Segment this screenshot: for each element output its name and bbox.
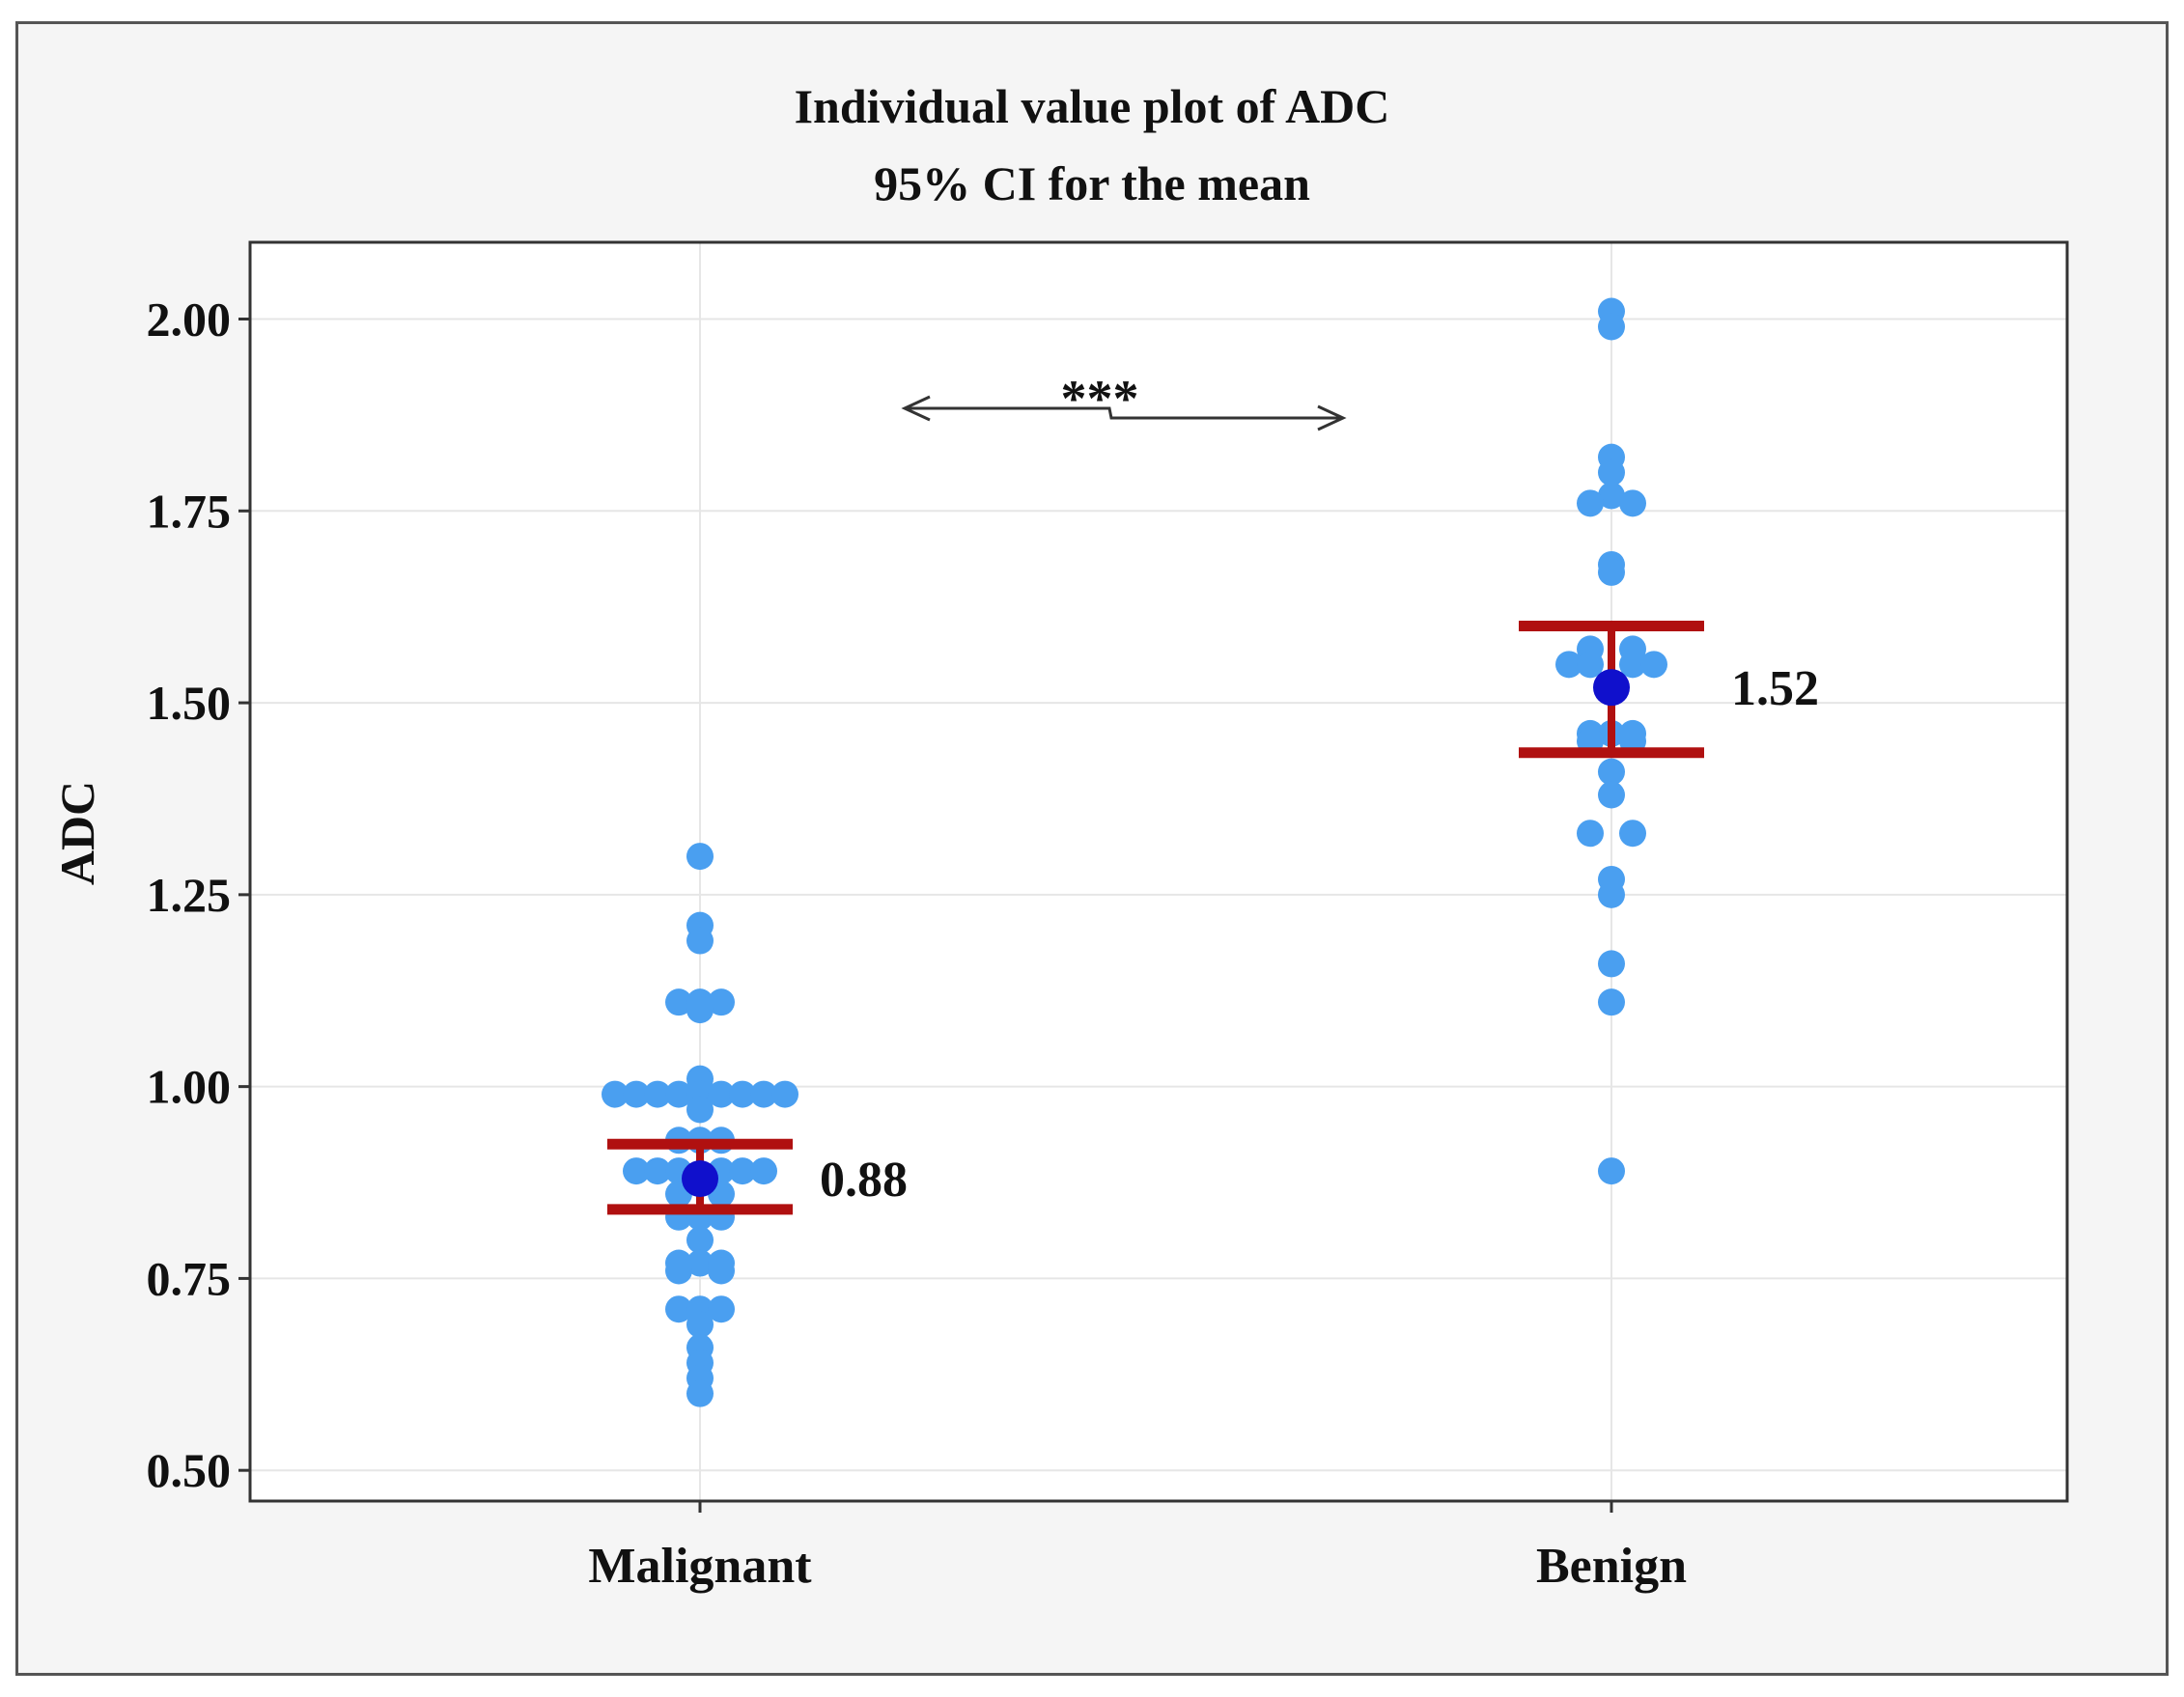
y-tick-label: 2.00: [147, 292, 232, 347]
data-point: [665, 1080, 692, 1108]
y-tick-label: 1.25: [147, 868, 232, 922]
data-point: [729, 1080, 756, 1108]
data-point: [708, 988, 735, 1016]
data-point: [686, 1226, 714, 1254]
chart-subtitle: 95% CI for the mean: [874, 156, 1310, 210]
data-point: [729, 1157, 756, 1185]
y-tick-label: 0.50: [147, 1443, 232, 1497]
data-point: [686, 843, 714, 871]
data-point: [1619, 820, 1646, 848]
y-tick-label: 0.75: [147, 1251, 232, 1305]
significance-label: ***: [1061, 370, 1139, 428]
data-point: [686, 1096, 714, 1124]
data-point: [602, 1080, 629, 1108]
data-point: [771, 1080, 798, 1108]
adc-individual-value-plot: Individual value plot of ADC 95% CI for …: [50, 79, 2069, 1594]
data-point: [686, 927, 714, 955]
data-point: [1598, 781, 1625, 809]
data-point: [1598, 1157, 1625, 1185]
data-point: [644, 1080, 671, 1108]
data-point: [686, 1249, 714, 1277]
data-point: [1640, 651, 1667, 679]
chart-title: Individual value plot of ADC: [795, 79, 1390, 133]
data-point: [1598, 459, 1625, 487]
significance-arrowhead-left: [901, 395, 931, 422]
mean-value-label: 0.88: [820, 1153, 908, 1208]
data-point: [665, 1257, 692, 1285]
data-point: [750, 1157, 777, 1185]
data-point: [665, 1295, 692, 1323]
data-point: [686, 1379, 714, 1407]
data-point: [1598, 482, 1625, 510]
data-point: [686, 996, 714, 1024]
data-point: [1598, 313, 1625, 341]
data-point: [1619, 489, 1646, 517]
data-point: [1598, 558, 1625, 586]
x-tick-label: Malignant: [588, 1539, 812, 1594]
mean-value-label: 1.52: [1731, 661, 1819, 716]
y-tick-label: 1.75: [147, 484, 232, 538]
data-point: [1598, 758, 1625, 786]
data-point: [1598, 988, 1625, 1016]
data-point: [1555, 651, 1582, 679]
plot-background: [250, 242, 2067, 1501]
data-point: [1598, 950, 1625, 978]
significance-arrowhead-right: [1317, 404, 1347, 431]
plot-area: 0.50 0.75 1.00 1.25 1.50 1.75 2.00 Malignant Ben…: [147, 240, 2069, 1594]
data-point: [644, 1157, 671, 1185]
y-axis-label: ADC: [50, 781, 104, 885]
data-point: [1598, 880, 1625, 908]
chart-panel: Individual value plot of ADC 95% CI for …: [15, 21, 2169, 1676]
data-point: [750, 1080, 777, 1108]
significance-arrow-line: [905, 406, 1343, 420]
y-tick-label: 1.50: [147, 676, 232, 730]
data-point: [708, 1295, 735, 1323]
data-point: [1577, 651, 1604, 679]
y-tick-label: 1.00: [147, 1060, 232, 1114]
data-point: [708, 1257, 735, 1285]
data-point: [1619, 651, 1646, 679]
mean-marker: [1593, 669, 1630, 707]
data-point: [623, 1080, 650, 1108]
plot-border: [248, 240, 2069, 1503]
data-point: [665, 988, 692, 1016]
x-tick-label: Benign: [1536, 1539, 1687, 1594]
data-point: [1577, 489, 1604, 517]
data-point: [686, 1311, 714, 1339]
data-point: [1577, 820, 1604, 848]
data-point: [708, 1080, 735, 1108]
data-point: [623, 1157, 650, 1185]
mean-marker: [682, 1160, 718, 1198]
